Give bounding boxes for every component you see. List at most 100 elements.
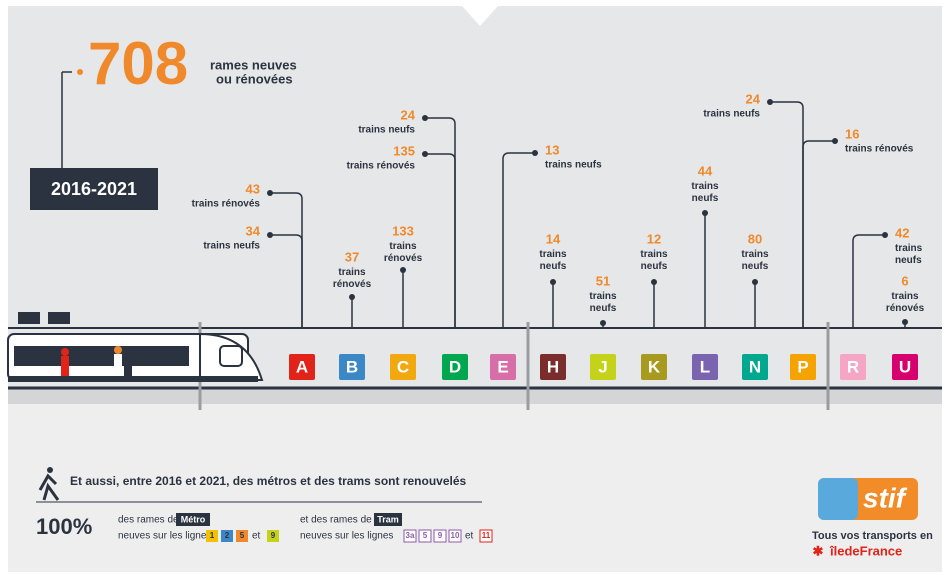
line-number: 5 (423, 531, 428, 540)
connector (425, 153, 456, 328)
note-value: 37 (345, 249, 359, 264)
line-number: 10 (451, 531, 460, 540)
line-number: 1 (210, 531, 215, 540)
line-badge (540, 354, 566, 380)
line-badge (448, 529, 462, 543)
connector (770, 101, 804, 328)
total: 708 (88, 30, 188, 97)
line-number: 2 (225, 531, 230, 540)
dot (832, 138, 838, 144)
note-value: 34 (246, 223, 261, 238)
metro-tag: Métro (181, 514, 206, 524)
dot (702, 210, 708, 216)
note-label: trains neufs (895, 243, 923, 266)
note-value: 14 (546, 231, 561, 246)
line-letter: B (346, 357, 358, 376)
line-badge (442, 354, 468, 380)
line-letter: J (598, 357, 607, 376)
line-letter: R (847, 357, 859, 376)
line-badge (221, 530, 233, 542)
line-badge (892, 354, 918, 380)
dot (422, 115, 428, 121)
line-badge (840, 354, 866, 380)
line-badge (418, 529, 432, 543)
note-label: trains neufs (545, 160, 602, 171)
metro-lines-text: neuves sur les lignes (118, 531, 211, 542)
line-badge (490, 354, 516, 380)
note-label: trains rénovés (347, 161, 416, 172)
line-badge (692, 354, 718, 380)
line-number: 9 (438, 531, 443, 540)
note-label: trains rénovés (845, 144, 914, 155)
dot (600, 320, 606, 326)
dot (882, 232, 888, 238)
metro-intro: des rames de (118, 515, 179, 526)
note-label: trains neufs (589, 291, 617, 314)
note-value: 44 (698, 163, 713, 178)
note-value: 51 (596, 273, 610, 288)
connector (270, 234, 303, 328)
line-letter: H (547, 357, 559, 376)
note-value: 43 (246, 181, 260, 196)
header-text: ou rénovées (216, 71, 293, 86)
dot (752, 279, 758, 285)
line-letter: K (648, 357, 661, 376)
logo: stif Tous vos transports en îledeFrance … (812, 478, 933, 558)
line-badge (790, 354, 816, 380)
line-letter: L (700, 357, 710, 376)
note-value: 24 (746, 91, 761, 106)
dot (77, 69, 83, 75)
dot (267, 232, 273, 238)
note-value: 12 (647, 231, 661, 246)
footer-headline: Et aussi, entre 2016 et 2021, des métros… (70, 474, 467, 488)
note-value: 6 (901, 273, 908, 288)
note-label: trains neufs (691, 181, 719, 204)
line-number: 3a (406, 531, 415, 540)
dot (349, 294, 355, 300)
line-badge (742, 354, 768, 380)
line-letter: C (397, 357, 409, 376)
line-number: 11 (482, 531, 491, 540)
conjunction: et (465, 531, 474, 542)
period: 2016-2021 (51, 179, 137, 199)
platform (8, 388, 942, 404)
notch (462, 6, 498, 26)
dot (902, 319, 908, 325)
dot (267, 190, 273, 196)
lines: 43 trains rénovés 34 trains neufs A 37 trains r… (192, 91, 925, 380)
line-badge (267, 530, 279, 542)
note-value: 80 (748, 231, 762, 246)
note-label: trains neufs (203, 241, 260, 252)
header-connector (61, 71, 72, 168)
dot (550, 279, 556, 285)
share: 100% (36, 514, 92, 539)
train (7, 312, 264, 382)
line-number: 5 (240, 531, 245, 540)
note-value: 13 (545, 142, 559, 157)
svg-text:✱: ✱ (813, 543, 824, 558)
footer: Et aussi, entre 2016 et 2021, des métros… (36, 467, 482, 542)
dot (651, 279, 657, 285)
dot (422, 151, 428, 157)
line-letter: D (449, 357, 461, 376)
tram-tag: Tram (377, 514, 399, 524)
line-badge (641, 354, 667, 380)
period-badge (30, 168, 158, 210)
footer-line-badges: 1 2 5 et 9 3a 5 9 10 et 11 (206, 529, 493, 543)
dot (532, 150, 538, 156)
note-label: trains neufs (741, 249, 769, 272)
line-letter: P (797, 357, 808, 376)
note-label: trains rénovés (192, 199, 261, 210)
line-badge (390, 354, 416, 380)
line-letter: A (296, 357, 308, 376)
panel-bottom (8, 404, 942, 572)
logo-region: îledeFrance (829, 543, 902, 558)
note-value: 24 (401, 107, 416, 122)
line-badge (206, 530, 218, 542)
line-letter: N (749, 357, 761, 376)
note-value: 16 (845, 126, 859, 141)
note-label: trains neufs (640, 249, 668, 272)
note-value: 135 (393, 143, 415, 158)
note-value: 42 (895, 225, 909, 240)
dot (400, 267, 406, 273)
